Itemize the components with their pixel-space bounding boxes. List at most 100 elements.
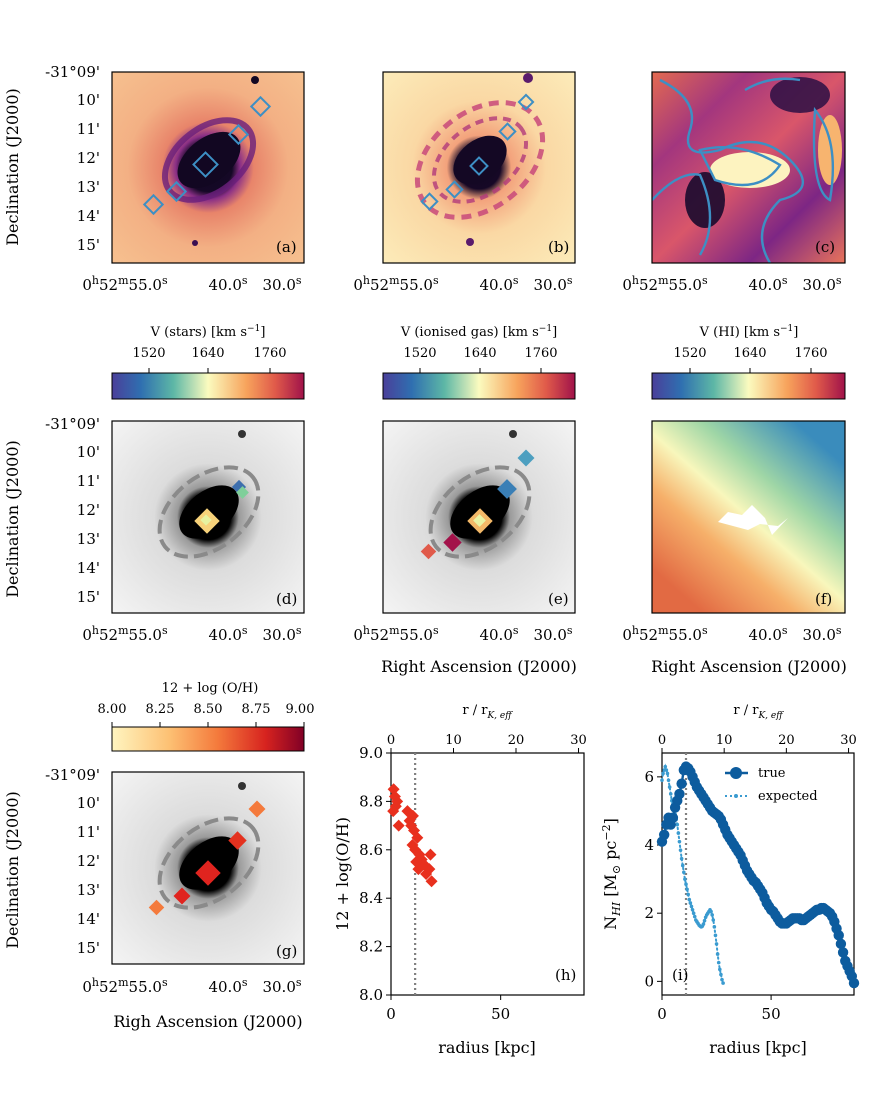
ra-tick: 0h52m55.0s	[622, 624, 708, 644]
data-point	[392, 819, 405, 832]
colorbar-tick: 1520	[132, 346, 165, 361]
ra-tick: 40.0s	[208, 624, 247, 644]
panel-letter-c: (c)	[815, 238, 835, 256]
top-tick-label: 0	[387, 733, 395, 748]
series-point-expected	[702, 918, 707, 923]
colorbar-tick: 8.25	[146, 702, 175, 717]
series-point-expected	[687, 897, 692, 902]
ra-tick-part: 0	[353, 626, 363, 644]
series-point-expected	[701, 922, 706, 926]
series-point-true	[676, 778, 687, 789]
dec-tick: 15'	[77, 588, 100, 606]
series-point-expected	[679, 856, 684, 861]
ra-tick-part: m	[118, 274, 129, 287]
y-tick-label: 8.4	[359, 889, 383, 907]
ra-tick-part: 55.0	[129, 276, 162, 294]
ra-tick-part: s	[296, 624, 302, 637]
ra-tick-part: 52	[99, 626, 118, 644]
ra-tick: 40.0s	[479, 274, 518, 294]
ra-axis-label-e: Right Ascension (J2000)	[381, 657, 577, 676]
ra-tick-part: m	[658, 624, 669, 637]
series-point-expected	[714, 942, 719, 946]
series-point-expected	[691, 911, 696, 915]
series-point-expected	[683, 877, 687, 881]
dec-tick: 14'	[77, 910, 100, 928]
ra-tick: 0h52m55.0s	[353, 274, 439, 294]
colorbar-stars: V (stars) [km s−1] 1520 1640 1760	[111, 324, 305, 400]
ra-tick-part: 55.0	[400, 276, 433, 294]
x-tick-label: 0	[386, 1005, 396, 1023]
y-tick-label: 8.6	[359, 841, 383, 859]
ra-tick: 0h52m55.0s	[622, 274, 708, 294]
ra-tick-part: 0	[353, 276, 363, 294]
dec-tick: 12'	[77, 149, 100, 167]
x-tick-label: 0	[657, 1005, 667, 1023]
panel-g: (g)	[111, 771, 305, 965]
ra-tick-part: 40.0	[208, 276, 241, 294]
i-top-xlabel: r / rK, eff	[733, 703, 784, 721]
ra-tick-part: h	[632, 274, 639, 287]
colorbar-hi: V (HI) [km s−1] 1520 1640 1760	[651, 324, 846, 400]
ra-tick-part: s	[433, 624, 439, 637]
dec-tick: 10'	[77, 91, 100, 109]
ra-tick-part: s	[836, 624, 842, 637]
ra-tick-part: 52	[99, 978, 118, 996]
ra-tick-part: s	[296, 274, 302, 287]
legend: true expected	[725, 766, 818, 804]
ra-tick-part: 30.0	[802, 276, 835, 294]
panel-f: (f)	[651, 420, 846, 614]
top-tick-label: 30	[570, 733, 587, 748]
series-point-expected	[660, 778, 664, 783]
series-point-expected	[678, 848, 683, 852]
ra-tick-part: 55.0	[129, 978, 162, 996]
diamond-icon	[420, 93, 535, 211]
colorbar-gas-label: V (ionised gas) [km s−1]	[400, 324, 557, 340]
series-point-expected	[685, 887, 689, 892]
ra-tick-part: 40.0	[748, 626, 781, 644]
ra-tick-part: 30.0	[262, 276, 295, 294]
sky-axes: -31°09' 10' 11' 12' 13' 14' 15' -31°09' …	[3, 63, 847, 1031]
legend-marker-true	[730, 767, 742, 779]
ra-tick-part: 40.0	[208, 626, 241, 644]
dec-tick: 14'	[77, 207, 100, 225]
series-point-expected	[666, 778, 671, 783]
ra-tick: 30.0s	[262, 624, 301, 644]
ra-tick-part: 55.0	[669, 626, 702, 644]
series-point-expected	[710, 913, 714, 917]
ra-tick-part: h	[92, 274, 99, 287]
ra-tick-part: 52	[639, 626, 658, 644]
dec-tick: 12'	[77, 501, 100, 519]
y-tick-label: 8.8	[359, 792, 383, 810]
panel-a: (a)	[111, 71, 305, 264]
ra-tick-part: 55.0	[669, 276, 702, 294]
ra-tick-part: h	[363, 624, 370, 637]
ra-axis-label-g: Righ Ascension (J2000)	[113, 1012, 302, 1031]
ra-tick: 40.0s	[748, 624, 787, 644]
colorbar-tick: 1520	[403, 346, 436, 361]
series-point-expected	[665, 771, 670, 776]
series-point-expected	[690, 907, 695, 912]
panel-b: (b)	[382, 71, 576, 264]
colorbar-tick: 1640	[733, 346, 766, 361]
colorbar-tick: 9.00	[286, 702, 315, 717]
series-point-expected	[712, 925, 717, 929]
panel-letter-a: (a)	[276, 238, 297, 256]
dec-tick: 14'	[77, 559, 100, 577]
y-tick-label: 6	[644, 768, 654, 786]
dec-tick: 15'	[77, 939, 100, 957]
dec-tick: 10'	[77, 794, 100, 812]
colorbar-tick: 1640	[463, 346, 496, 361]
ra-tick: 30.0s	[802, 274, 841, 294]
dec-tick: -31°09'	[45, 63, 100, 81]
ra-tick: 30.0s	[262, 976, 301, 996]
series-point-expected	[668, 792, 673, 796]
y-tick-label: 8.0	[359, 986, 383, 1004]
colorbar-gas: V (ionised gas) [km s−1] 1520 1640 1760	[382, 324, 576, 400]
ra-tick-part: 55.0	[400, 626, 433, 644]
dec-tick: 13'	[77, 530, 100, 548]
series-point-expected	[721, 981, 725, 985]
colorbar-hi-label: V (HI) [km s−1]	[699, 324, 799, 340]
dec-tick: 15'	[77, 236, 100, 254]
ra-ticks: 0h52m55.0s 40.0s 30.0s 0h52m55.0s 40.0s 30.0s…	[82, 274, 841, 996]
top-tick-label: 20	[778, 733, 795, 748]
